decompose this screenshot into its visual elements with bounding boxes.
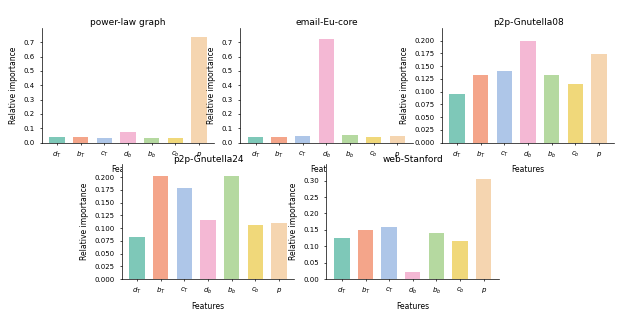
X-axis label: Features: Features [511, 165, 545, 174]
X-axis label: Features: Features [111, 165, 145, 174]
Bar [144, 138, 159, 143]
Bar [224, 176, 239, 279]
Bar [295, 136, 310, 143]
Y-axis label: Relative importance: Relative importance [289, 183, 298, 260]
Title: p2p-Gnutella24: p2p-Gnutella24 [173, 154, 243, 163]
Title: p2p-Gnutella08: p2p-Gnutella08 [493, 18, 563, 27]
Bar [429, 233, 444, 279]
X-axis label: Features: Features [310, 165, 343, 174]
Bar [452, 241, 468, 279]
Bar [191, 37, 207, 143]
X-axis label: Features: Features [191, 302, 225, 310]
Bar [366, 137, 381, 143]
Y-axis label: Relative importance: Relative importance [207, 46, 216, 124]
Bar [120, 132, 136, 143]
Bar [248, 137, 263, 143]
Bar [381, 227, 397, 279]
Bar [334, 238, 349, 279]
Y-axis label: Relative importance: Relative importance [9, 46, 18, 124]
Title: power-law graph: power-law graph [90, 18, 166, 27]
Bar [390, 136, 405, 143]
Bar [73, 137, 88, 143]
Bar [177, 188, 192, 279]
Title: web-Stanford: web-Stanford [383, 154, 443, 163]
Bar [476, 179, 492, 279]
Bar [271, 223, 287, 279]
Bar [544, 75, 559, 143]
Bar [591, 55, 607, 143]
Bar [473, 75, 488, 143]
Bar [49, 137, 65, 143]
Bar [271, 137, 287, 143]
Bar [200, 220, 216, 279]
Bar [520, 41, 536, 143]
Bar [405, 272, 420, 279]
X-axis label: Features: Features [396, 302, 429, 310]
Y-axis label: Relative importance: Relative importance [400, 46, 409, 124]
Bar [129, 237, 145, 279]
Bar [153, 176, 168, 279]
Bar [168, 138, 183, 143]
Bar [358, 231, 373, 279]
Y-axis label: Relative importance: Relative importance [80, 183, 89, 260]
Bar [568, 84, 583, 143]
Title: email-Eu-core: email-Eu-core [295, 18, 358, 27]
Bar [342, 135, 358, 143]
Bar [497, 71, 512, 143]
Bar [248, 225, 263, 279]
Bar [449, 94, 465, 143]
Bar [319, 39, 334, 143]
Bar [97, 138, 112, 143]
